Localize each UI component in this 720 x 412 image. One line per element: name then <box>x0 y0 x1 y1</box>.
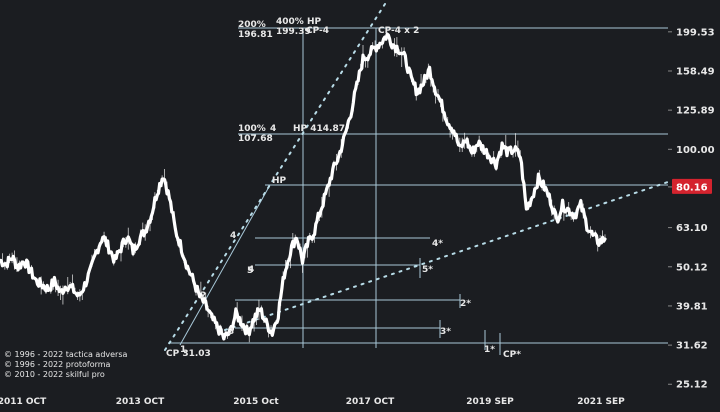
credit-line: © 1996 - 2022 protoforma <box>4 360 111 369</box>
y-tick-label: 63.10 <box>676 223 708 234</box>
y-tick-label: 125.89 <box>676 106 715 117</box>
guide-lines <box>164 3 669 355</box>
y-tick-label-current: 80.16 <box>676 182 708 193</box>
wave-2: 2 <box>200 291 206 301</box>
wave-1-star: 1* <box>484 345 495 355</box>
credits: © 1996 - 2022 tactica adversa© 1996 - 20… <box>4 350 128 379</box>
price-series <box>0 32 607 343</box>
wave-4: 4 <box>248 265 254 275</box>
label-hp-400: 400% HP <box>276 17 321 27</box>
x-tick-label: 2019 SEP <box>466 397 514 407</box>
y-tick-label: 31.62 <box>676 341 708 352</box>
y-tick-label: 100.00 <box>676 145 715 156</box>
label-cp4: CP-4 <box>306 26 329 36</box>
channel-line <box>179 184 271 346</box>
credit-line: © 2010 - 2022 skilful pro <box>4 370 105 379</box>
y-tick-label: 50.12 <box>676 262 708 273</box>
y-tick-label: 199.53 <box>676 27 715 38</box>
label-cp4x2: CP-4 x 2 <box>378 26 419 36</box>
x-tick-label: 2021 SEP <box>577 397 625 407</box>
current-value-badge <box>672 178 712 194</box>
x-axis: 2011 OCT 2013 OCT 2015 Oct 2017 OCT 2019 SEP… <box>0 397 625 407</box>
label-target-200-value: 196.81 <box>238 30 273 40</box>
label-target-200: 200% <box>238 20 266 30</box>
label-hp-1: HP 414.87 <box>293 124 345 134</box>
label-cp-low: CP 31.03 <box>166 349 211 359</box>
label-target-100: 100% <box>238 124 266 134</box>
x-tick-label: 2017 OCT <box>346 397 395 407</box>
x-tick-label: 2015 Oct <box>233 397 279 407</box>
y-tick-label: 25.12 <box>676 380 708 391</box>
wave-4-b: 4 <box>230 231 236 241</box>
wave-5-star: 5* <box>422 265 433 275</box>
y-tick-label: 158.49 <box>676 66 715 77</box>
wave-5: 5 <box>247 266 253 276</box>
wave-1: 1 <box>180 345 186 355</box>
dotted-trendline-shallow <box>224 181 669 331</box>
y-axis: 25.12 31.62 39.81 50.12 63.10 80.16 100.00 125.… <box>668 27 715 391</box>
wave-3: 3 <box>228 327 234 337</box>
wave-4-star: 4* <box>432 239 443 249</box>
label-hp-400-value: 199.39 <box>276 27 311 37</box>
label-cp-star: CP* <box>503 350 521 360</box>
y-tick-label: 39.81 <box>676 301 708 312</box>
label-target-100-value: 107.68 <box>238 134 273 144</box>
label-hp-small: HP <box>272 176 287 186</box>
wave-2-star: 2* <box>460 299 471 309</box>
x-tick-label: 2013 OCT <box>116 397 165 407</box>
credit-line: © 1996 - 2022 tactica adversa <box>4 350 128 359</box>
wave-3-star: 3* <box>440 327 451 337</box>
x-tick-label: 2011 OCT <box>0 397 47 407</box>
price-line <box>0 32 607 341</box>
wave-4-c: 4 <box>270 124 276 134</box>
